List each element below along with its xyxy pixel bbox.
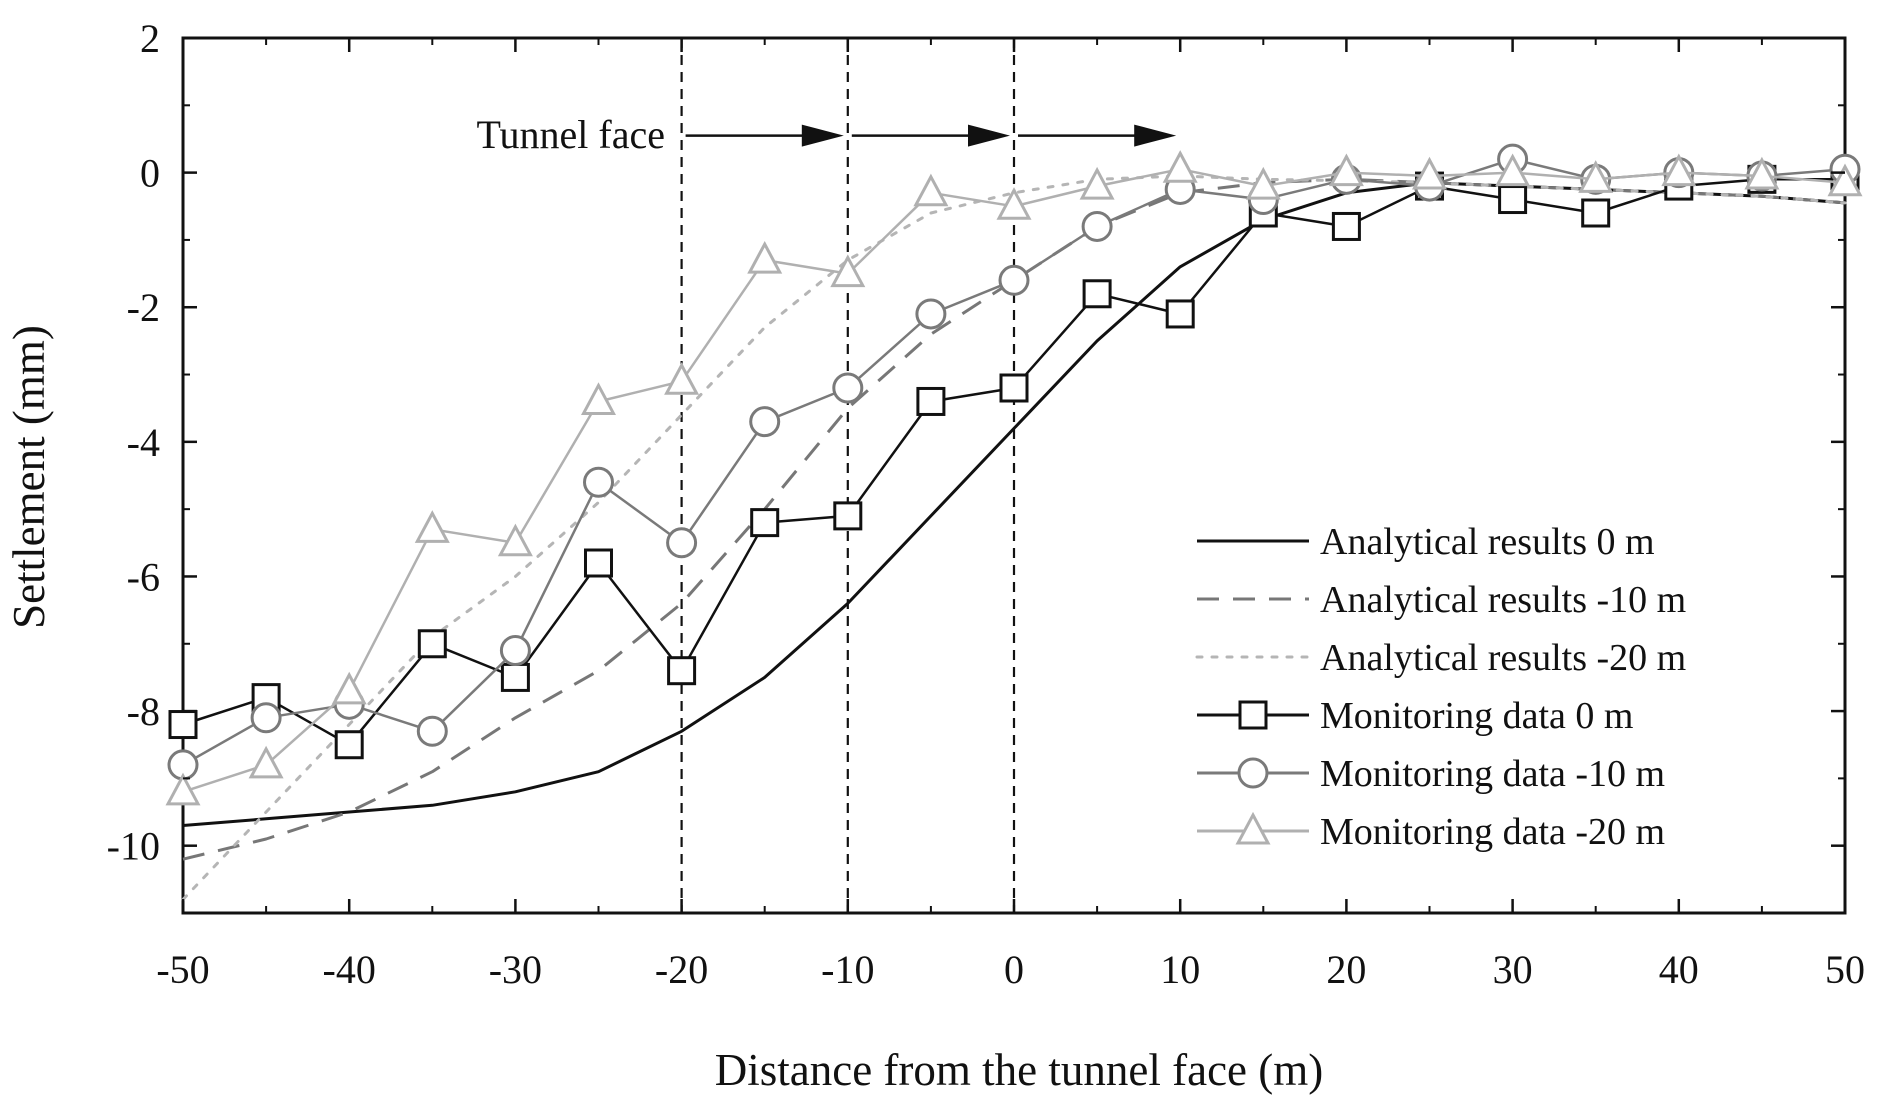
data-point (998, 264, 1030, 296)
legend-label: Analytical results -20 m (1320, 637, 1686, 679)
x-tick-label: -40 (323, 947, 376, 992)
data-point (915, 298, 947, 330)
data-point (664, 362, 700, 395)
data-point (996, 187, 1032, 220)
tunnel-face-label: Tunnel face (477, 112, 665, 157)
data-point (913, 173, 949, 207)
data-point (416, 715, 448, 747)
x-tick-label: -50 (156, 947, 209, 992)
data-point (1165, 299, 1195, 329)
data-point (500, 662, 530, 692)
series-line (181, 174, 1847, 901)
data-point (1331, 211, 1361, 241)
data-point (1328, 153, 1364, 187)
data-point (1744, 156, 1780, 190)
data-point (499, 635, 531, 666)
x-tick-label: 50 (1825, 947, 1865, 992)
data-point (1495, 153, 1531, 187)
data-point (916, 386, 946, 416)
data-point (165, 772, 201, 806)
series-line (182, 177, 1846, 861)
y-tick-label: -4 (127, 420, 160, 465)
data-point (1578, 160, 1614, 193)
data-point (334, 730, 364, 760)
data-point (414, 510, 450, 543)
data-point (667, 656, 697, 686)
legend-label: Monitoring data -10 m (1320, 753, 1665, 795)
series-4 (167, 143, 1861, 781)
y-tick-label: -8 (127, 689, 160, 734)
data-point (830, 254, 866, 288)
data-point (497, 523, 533, 557)
data-point (1661, 153, 1697, 187)
x-tick-label: 10 (1160, 947, 1200, 992)
y-tick-label: -10 (107, 824, 160, 869)
series-2 (181, 174, 1847, 901)
data-point (747, 240, 783, 274)
data-point (1081, 210, 1113, 242)
data-point (584, 548, 613, 578)
data-point (1498, 185, 1528, 215)
data-point (750, 508, 780, 538)
data-point (1079, 166, 1115, 200)
data-point (833, 501, 863, 531)
data-point (417, 629, 447, 659)
series-line (182, 181, 1846, 827)
y-tick-label: -2 (127, 285, 160, 330)
tunnel-face-arrow-head (1134, 124, 1177, 147)
series-group (165, 143, 1863, 901)
y-tick-label: -6 (127, 554, 160, 599)
data-point (1082, 279, 1112, 309)
data-point (168, 710, 198, 740)
data-point (749, 406, 781, 438)
legend-marker (1235, 811, 1271, 845)
x-axis-title: Distance from the tunnel face (m) (715, 1045, 1324, 1095)
legend: Analytical results 0 m Analytical results… (1195, 521, 1686, 853)
legend-label: Monitoring data 0 m (1320, 695, 1633, 737)
data-point (832, 372, 864, 404)
x-tick-label: 40 (1659, 947, 1699, 992)
data-point (248, 745, 284, 779)
x-tick-label: 0 (1004, 947, 1024, 992)
data-point (999, 373, 1029, 403)
data-point (331, 671, 367, 705)
y-tick-label: 0 (140, 151, 160, 196)
data-point (250, 702, 282, 734)
tunnel-face-arrow-head (968, 124, 1010, 147)
data-point (1162, 150, 1198, 183)
data-point (580, 382, 617, 415)
data-point (1581, 198, 1611, 228)
tunnel-face-annotation (680, 38, 1177, 913)
data-point (666, 527, 698, 559)
legend-marker (1238, 700, 1268, 730)
x-tick-label: -20 (655, 947, 708, 992)
legend-label: Monitoring data -20 m (1320, 811, 1665, 853)
data-point (1245, 166, 1281, 200)
x-tick-label: -10 (821, 947, 874, 992)
data-point (583, 466, 614, 498)
series-1 (182, 177, 1846, 861)
y-tick-label: 2 (140, 16, 160, 61)
legend-label: Analytical results 0 m (1320, 521, 1655, 563)
x-tick-label: -30 (489, 947, 542, 992)
series-5 (165, 150, 1863, 806)
legend-label: Analytical results -10 m (1320, 579, 1686, 621)
data-point (1411, 156, 1448, 190)
legend-marker (1237, 757, 1269, 789)
tunnel-face-arrow-head (801, 124, 844, 147)
x-tick-label: 20 (1326, 947, 1366, 992)
series-0 (182, 181, 1846, 827)
x-tick-label: 30 (1493, 947, 1533, 992)
y-axis-title: Settlement (mm) (4, 325, 54, 629)
data-point (1827, 163, 1863, 197)
